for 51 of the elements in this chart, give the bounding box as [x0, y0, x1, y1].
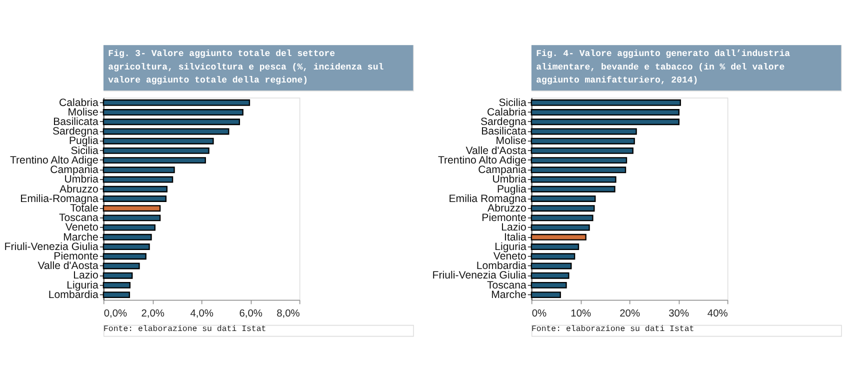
- y-tick-label: Lombardia: [476, 260, 526, 272]
- x-tick-label: 8,0%: [276, 308, 300, 320]
- y-tick-label: Trentino Alto Adige: [438, 154, 526, 166]
- y-tick-label: Sicilia: [70, 144, 98, 157]
- y-tick-label: Toscana: [486, 279, 526, 292]
- y-tick-label: Basilicata: [53, 116, 98, 128]
- y-tick-label: Sicilia: [498, 96, 526, 109]
- y-tick-label: Marche: [63, 231, 98, 244]
- y-tick-label: Campania: [50, 164, 98, 176]
- y-tick-label: Sardegna: [52, 126, 98, 138]
- y-tick-label: Umbria: [64, 174, 98, 186]
- y-tick-label: Italia: [504, 231, 526, 244]
- y-tick-label: Abruzzo: [488, 202, 526, 214]
- y-tick-label: Abruzzo: [60, 183, 98, 196]
- x-tick-label: 2,0%: [141, 308, 164, 320]
- x-tick-label: 6,0%: [239, 308, 262, 320]
- y-tick-label: Calabria: [58, 96, 98, 109]
- y-tick-label: Piemonte: [54, 250, 98, 263]
- y-tick-label: Liguria: [494, 240, 526, 253]
- y-tick-label: Piemonte: [482, 212, 526, 224]
- y-tick-label: Veneto: [65, 222, 98, 234]
- x-tick-label: 30%: [668, 308, 690, 320]
- y-tick-label: Umbria: [492, 174, 526, 186]
- y-tick-label: Molise: [68, 106, 98, 118]
- y-tick-label: Toscana: [58, 212, 98, 224]
- x-tick-label: 0,0%: [104, 308, 128, 320]
- y-tick-label: Campania: [478, 164, 526, 176]
- y-tick-label: Valle d'Aosta: [38, 260, 98, 272]
- x-tick-label: 10%: [570, 308, 592, 320]
- y-tick-label: Lazio: [73, 270, 98, 282]
- y-tick-label: Liguria: [66, 279, 98, 292]
- y-tick-label: Puglia: [68, 135, 98, 148]
- y-tick-label: Marche: [491, 288, 526, 301]
- y-tick-label: Trentino Alto Adige: [10, 154, 98, 166]
- chart-title: Fig. 4- Valore aggiunto generato dall’industria alimentare, bevande e tabacco (in % del valore aggiunto manifatturiero, 2014): [536, 48, 791, 86]
- y-tick-label: Lazio: [501, 222, 526, 234]
- y-tick-label: Calabria: [486, 106, 526, 118]
- y-tick-label: Valle d'Aosta: [466, 144, 526, 157]
- x-tick-label: 4,0%: [190, 308, 214, 320]
- y-tick-label: Friuli-Venezia Giulia: [432, 270, 526, 282]
- y-tick-label: Puglia: [496, 183, 526, 196]
- y-tick-label: Molise: [496, 135, 526, 148]
- y-tick-label: Lombardia: [48, 288, 98, 301]
- x-tick-label: 0%: [532, 308, 547, 320]
- x-tick-label: 20%: [620, 308, 640, 320]
- chart-title: Fig. 3- Valore aggiunto totale del settore agricoltura, silvicoltura e pesca (%, incidenza sul valore aggiunto totale della regione): [108, 48, 384, 86]
- y-tick-label: Emilia-Romagna: [20, 192, 98, 205]
- y-tick-label: Sardegna: [480, 116, 526, 128]
- y-tick-label: Totale: [70, 202, 98, 214]
- y-tick-label: Friuli-Venezia Giulia: [4, 240, 98, 253]
- x-tick-label: 40%: [707, 308, 728, 320]
